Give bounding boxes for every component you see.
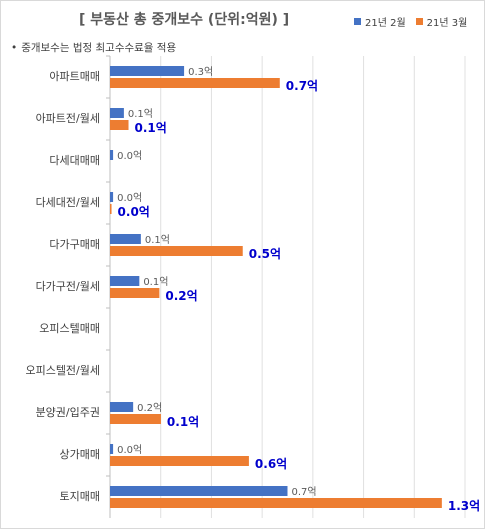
data-label-mar: 0.6억: [255, 457, 287, 471]
bar-mar: [110, 204, 112, 214]
bar-feb: [110, 66, 185, 76]
data-label-feb: 0.1억: [145, 234, 170, 246]
legend-label-feb: 21년 2월: [365, 18, 406, 29]
bar-feb: [110, 108, 124, 118]
data-label-mar: 0.2억: [165, 289, 197, 303]
legend-swatch-feb: [354, 18, 361, 25]
data-label-mar: 0.1억: [135, 121, 167, 135]
note-bullet: •: [11, 42, 18, 54]
bar-mar: [110, 414, 161, 424]
bar-mar: [110, 498, 442, 508]
chart-title: [ 부동산 총 중개보수 (단위:억원) ]: [79, 12, 290, 28]
data-label-feb: 0.1억: [143, 276, 168, 288]
category-label: 아파트전/월세: [36, 112, 100, 125]
bar-feb: [110, 444, 114, 454]
bar-mar: [110, 246, 243, 256]
data-label-mar: 0.7억: [286, 79, 318, 93]
bar-feb: [110, 234, 141, 244]
legend-item-feb: 21년 2월: [354, 14, 406, 29]
data-label-mar: 1.3억: [448, 499, 480, 513]
data-label-mar: 0.0억: [118, 205, 150, 219]
legend: 21년 2월 21년 3월: [354, 14, 467, 29]
category-label: 오피스텔매매: [39, 322, 100, 335]
bar-mar: [110, 456, 249, 466]
category-label: 상가매매: [60, 448, 100, 461]
legend-swatch-mar: [415, 18, 423, 25]
data-label-mar: 0.1억: [167, 415, 199, 429]
data-label-feb: 0.2억: [137, 402, 162, 414]
bar-feb: [110, 402, 134, 412]
legend-item-mar: 21년 3월: [415, 14, 468, 29]
data-label-feb: 0.0억: [117, 192, 142, 204]
category-label: 다가구전/월세: [36, 280, 100, 293]
bar-feb: [110, 150, 114, 160]
bar-feb: [110, 192, 114, 202]
bar-mar: [110, 288, 160, 298]
note-text: 중개보수는 법정 최고수수료율 적용: [21, 42, 177, 54]
chart-note: • 중개보수는 법정 최고수수료율 적용: [11, 40, 176, 55]
data-label-feb: 0.7억: [292, 486, 317, 498]
data-label-feb: 0.0억: [117, 444, 142, 456]
category-label: 다세대전/월세: [36, 196, 100, 209]
legend-label-mar: 21년 3월: [426, 18, 468, 29]
bar-mar: [110, 120, 129, 130]
bar-feb: [110, 486, 288, 496]
bar-mar: [110, 78, 280, 88]
data-label-feb: 0.0억: [117, 150, 142, 162]
category-label: 분양권/입주권: [36, 406, 100, 419]
category-label: 토지매매: [60, 490, 100, 503]
data-label-feb: 0.1억: [128, 108, 153, 120]
category-label: 아파트매매: [49, 70, 100, 83]
data-label-mar: 0.5억: [249, 247, 281, 261]
data-label-feb: 0.3억: [188, 66, 213, 78]
category-label: 다가구매매: [49, 238, 100, 251]
category-label: 다세대매매: [49, 154, 100, 167]
bar-feb: [110, 276, 140, 286]
category-label: 오피스텔전/월세: [25, 364, 100, 377]
